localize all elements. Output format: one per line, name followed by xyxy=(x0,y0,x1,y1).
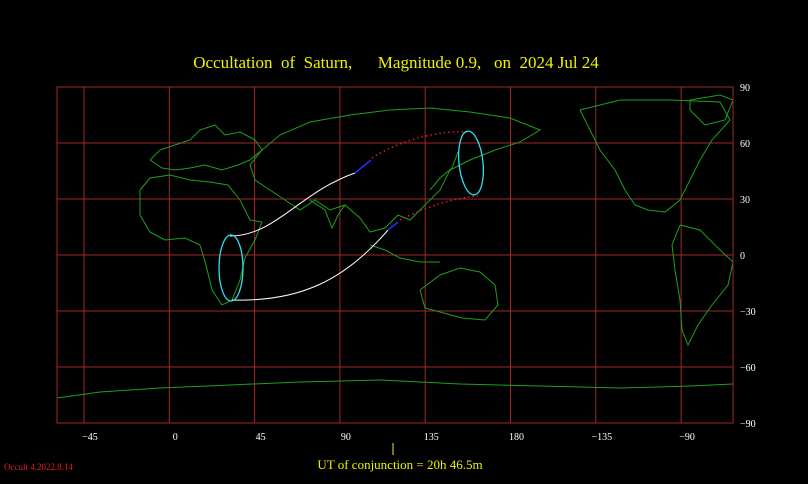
longitude-label: 180 xyxy=(509,432,524,443)
path-south-limit xyxy=(231,229,389,301)
conjunction-label: UT of conjunction = 20h 46.5m xyxy=(317,457,482,472)
latitude-label: 0 xyxy=(740,251,745,262)
latitude-label: 90 xyxy=(740,83,750,94)
latitude-label: −60 xyxy=(740,363,756,374)
antarctica xyxy=(56,379,734,399)
graticule: −45 0 45 90 135 180 −135 −90 90 60 30 0 −30 −60 −90 xyxy=(57,83,756,443)
longitude-label: −45 xyxy=(82,432,98,443)
path-south-twilight xyxy=(387,221,399,231)
path-north-limit xyxy=(229,172,356,237)
south-america xyxy=(671,224,734,347)
set-limit xyxy=(457,130,485,196)
japan xyxy=(429,151,459,191)
title: Occultation of Saturn, Magnitude 0.9, on… xyxy=(193,53,599,72)
longitude-label: 90 xyxy=(341,432,351,443)
indonesia xyxy=(369,244,440,263)
longitude-label: −90 xyxy=(679,432,695,443)
latitude-label: 30 xyxy=(740,195,750,206)
rise-limit xyxy=(218,234,244,302)
north-america xyxy=(579,99,731,213)
map-frame xyxy=(56,86,734,424)
greenland xyxy=(689,94,734,126)
path-south-daylight xyxy=(399,195,479,221)
longitude-label: 135 xyxy=(424,432,439,443)
version-label: Occult 4.2022.8.14 xyxy=(4,462,73,472)
longitude-label: −135 xyxy=(591,432,612,443)
latitude-label: 60 xyxy=(740,139,750,150)
longitude-label: 45 xyxy=(256,432,266,443)
longitude-label: 0 xyxy=(173,432,178,443)
path-north-twilight xyxy=(354,159,372,174)
latitude-label: −90 xyxy=(740,419,756,430)
latitude-label: −30 xyxy=(740,307,756,318)
australia xyxy=(419,267,499,321)
india xyxy=(309,199,346,230)
europe xyxy=(149,124,263,171)
coastlines xyxy=(56,94,734,399)
